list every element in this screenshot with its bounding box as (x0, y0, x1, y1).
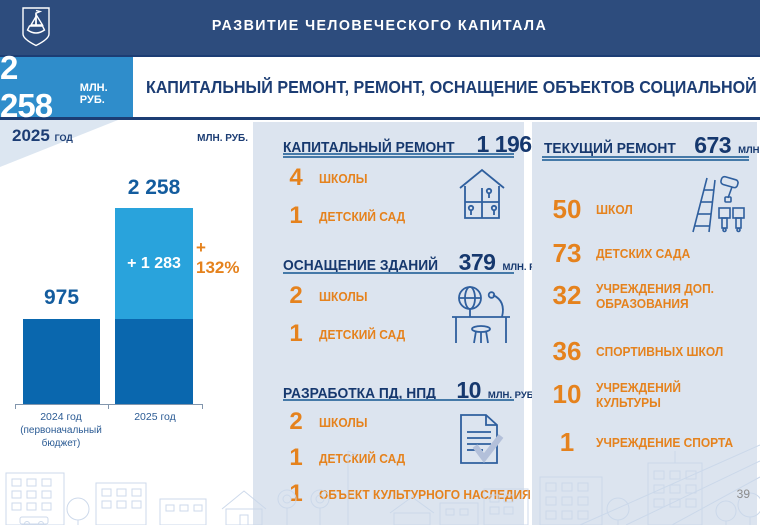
x-axis-label-2024: 2024 год (первоначальный бюджет) (20, 411, 102, 449)
list-item: 1 ДЕТСКИЙ САД (289, 320, 406, 347)
list-item: 4 ШКОЛЫ (289, 164, 368, 191)
page-number: 39 (736, 487, 750, 501)
total-budget-unit: МЛН. РУБ. (79, 82, 108, 106)
bar-2025-delta-label: + 1 283 (127, 254, 181, 272)
list-item: 2 ШКОЛЫ (289, 282, 368, 309)
list-item: 1 ДЕТСКИЙ САД (289, 444, 406, 471)
list-item: 36 СПОРТИВНЫХ ШКОЛ (552, 336, 724, 366)
bar-2025-increase-segment: + 1 283 (115, 208, 193, 319)
house-renovation-icon (456, 164, 508, 222)
bar-2024-value-label: 975 (43, 286, 80, 309)
section-divider (283, 399, 514, 401)
equipment-header: ОСНАЩЕНИЕ ЗДАНИЙ 379 МЛН. РУБ. (283, 249, 551, 275)
chart-x-axis (15, 404, 203, 405)
section-divider (283, 153, 514, 158)
total-budget-badge: 2 258 МЛН. РУБ. (0, 49, 133, 124)
total-budget-value: 2 258 (0, 49, 53, 124)
list-item: 50 ШКОЛ (552, 194, 633, 224)
title-bar: 2 258 МЛН. РУБ. КАПИТАЛЬНЫЙ РЕМОНТ, РЕМО… (0, 49, 760, 124)
chart-unit-label: МЛН. РУБ. (197, 133, 248, 144)
design-docs-header: РАЗРАБОТКА ПД, НПД 10 МЛН. РУБ. (283, 377, 537, 403)
current-repair-panel: ТЕКУЩИЙ РЕМОНТ 673 МЛН. РУБ. 50 ШКОЛ 73 … (532, 122, 760, 525)
list-item: 10 УЧРЕЖДЕНИЙ КУЛЬТУРЫ (552, 379, 681, 410)
x-axis-label-2025: 2025 год (134, 411, 176, 423)
list-item: 2 ШКОЛЫ (289, 408, 368, 435)
painting-tools-icon (687, 172, 747, 234)
list-item: 32 УЧРЕЖДЕНИЯ ДОП. ОБРАЗОВАНИЯ (552, 280, 715, 311)
list-item: 1 УЧРЕЖДЕНИЕ СПОРТА (559, 427, 734, 457)
axis-tick (202, 404, 203, 409)
current-repair-header: ТЕКУЩИЙ РЕМОНТ 673 МЛН. РУБ. (544, 132, 760, 158)
list-item: 73 ДЕТСКИХ САДА (552, 238, 691, 268)
slide-title: КАПИТАЛЬНЫЙ РЕМОНТ, РЕМОНТ, ОСНАЩЕНИЕ ОБ… (146, 76, 760, 97)
bar-2024 (23, 319, 100, 404)
document-check-icon (458, 413, 504, 465)
bar-2025-value-label: 2 258 (127, 176, 181, 199)
section-divider (542, 156, 749, 161)
slide-header-title: РАЗВИТИЕ ЧЕЛОВЕЧЕСКОГО КАПИТАЛА (212, 17, 548, 34)
axis-tick (15, 404, 16, 409)
axis-tick (108, 404, 109, 409)
list-item: 1 ОБЪЕКТ КУЛЬТУРНОГО НАСЛЕДИЯ (289, 480, 531, 507)
bar-2025-base-segment (115, 319, 193, 404)
capital-repair-panel: КАПИТАЛЬНЫЙ РЕМОНТ 1 196 МЛН. РУБ. 4 ШКО… (253, 122, 587, 525)
desk-globe-icon (450, 283, 512, 345)
top-header-bar: РАЗВИТИЕ ЧЕЛОВЕЧЕСКОГО КАПИТАЛА (0, 0, 760, 55)
section-divider (283, 272, 514, 274)
corner-triangle-decoration (0, 120, 118, 167)
city-emblem-icon (21, 6, 51, 48)
growth-percent-label: + 132% (196, 238, 240, 277)
chart-year-corner: 2025 ГОД (12, 126, 73, 145)
list-item: 1 ДЕТСКИЙ САД (289, 202, 406, 229)
